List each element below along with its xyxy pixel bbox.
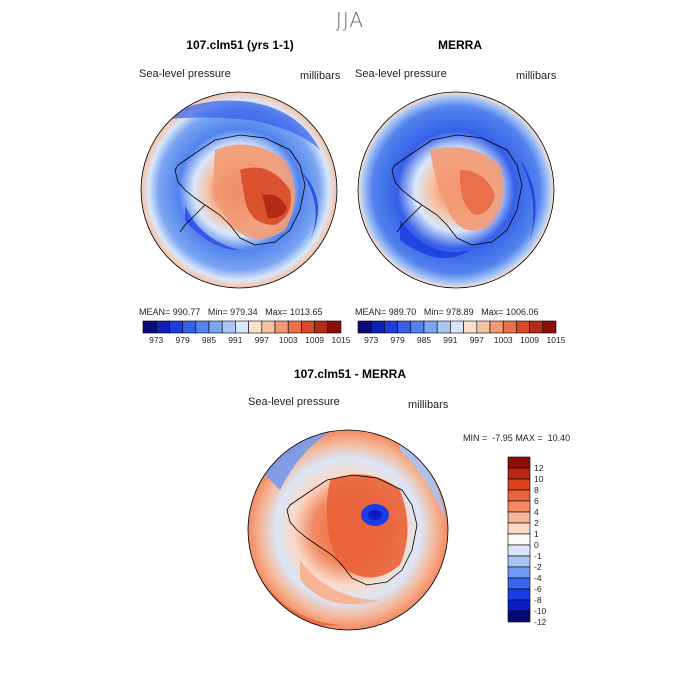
panel3-colorbar-tick-label: -2 xyxy=(534,562,542,572)
panel1-colorbar-tick-label: 985 xyxy=(202,335,216,345)
panel1-colorbar-swatch xyxy=(182,320,197,334)
panel1-colorbar-swatch xyxy=(287,320,302,334)
panel1-variable: Sea-level pressure xyxy=(139,68,231,80)
panel3-colorbar-tick-label: 8 xyxy=(534,485,539,495)
panel1-colorbar-swatch xyxy=(155,320,170,334)
panel3-colorbar-tick-label: -12 xyxy=(534,617,547,627)
panel3-colorbar-swatch xyxy=(507,599,531,612)
panel2-colorbar-tick-label: 979 xyxy=(391,335,405,345)
panel1-title: 107.clm51 (yrs 1-1) xyxy=(186,38,294,52)
panel2-colorbar-swatch xyxy=(370,320,385,334)
panel2-colorbar-swatch xyxy=(502,320,517,334)
panel1-colorbar-swatch xyxy=(248,320,263,334)
panel2-colorbar-swatch xyxy=(529,320,544,334)
panel2-colorbar-tick-label: 1009 xyxy=(520,335,539,345)
panel1-map xyxy=(140,91,338,289)
panel2-colorbar: 973 979 985 991 997 1003 1009 1015 xyxy=(357,320,566,345)
panel1-colorbar: 973 979 985 991 997 1003 1009 1015 xyxy=(142,320,351,345)
panel1-colorbar-tick-label: 1009 xyxy=(305,335,324,345)
panel1-colorbar-tick-label: 991 xyxy=(228,335,242,345)
panel3-colorbar-swatch xyxy=(507,489,531,502)
panel2-colorbar-tick-label: 991 xyxy=(443,335,457,345)
panel3-colorbar-tick-label: -6 xyxy=(534,584,542,594)
panel1-colorbar-tick-label: 973 xyxy=(149,335,163,345)
panel1-colorbar-swatch xyxy=(314,320,329,334)
panel2-colorbar-swatch xyxy=(489,320,504,334)
panel1-colorbar-swatch xyxy=(169,320,183,334)
panel2-stats: MEAN= 989.70 Min= 978.89 Max= 1006.06 xyxy=(355,307,539,317)
panel2-colorbar-tick-label: 973 xyxy=(364,335,378,345)
panel3-colorbar-swatch xyxy=(507,555,531,568)
panel1-colorbar-tick-label: 997 xyxy=(255,335,269,345)
panel2-colorbar-swatch xyxy=(384,320,398,334)
panel1-colorbar-swatch xyxy=(195,320,210,334)
panel3-map xyxy=(247,429,449,631)
panel1-units: millibars xyxy=(300,70,341,82)
panel2-colorbar-swatch xyxy=(476,320,491,334)
panel2-colorbar-swatch xyxy=(450,320,464,334)
panel1-colorbar-swatch xyxy=(235,320,249,334)
panel3-colorbar-swatch xyxy=(507,478,531,491)
panel2-units: millibars xyxy=(516,70,557,82)
panel2-variable: Sea-level pressure xyxy=(355,68,447,80)
panel2-colorbar-swatch xyxy=(463,320,478,334)
panel3-colorbar-swatch xyxy=(507,566,531,579)
panel3-colorbar-tick-label: -1 xyxy=(534,551,542,561)
panel3-colorbar-tick-label: -10 xyxy=(534,606,547,616)
panel1-colorbar-swatch xyxy=(221,320,236,334)
panel3-colorbar-tick-label: 12 xyxy=(534,463,544,473)
panel1-colorbar-swatch xyxy=(261,320,276,334)
panel1-colorbar-swatch xyxy=(142,320,157,334)
panel3-colorbar-tick-label: -4 xyxy=(534,573,542,583)
panel3-colorbar-tick-label: -8 xyxy=(534,595,542,605)
panel1-colorbar-swatch xyxy=(274,320,289,334)
panel2-colorbar-swatch xyxy=(423,320,438,334)
main-title: JJA xyxy=(335,8,365,32)
panel2-colorbar-tick-label: 1003 xyxy=(494,335,513,345)
panel3-colorbar-swatch xyxy=(507,522,531,535)
panel1-colorbar-tick-label: 1003 xyxy=(279,335,298,345)
panel3-colorbar-swatch xyxy=(507,467,531,480)
panel3-colorbar-swatch xyxy=(507,511,531,524)
panel3-stats: MIN = -7.95 MAX = 10.40 xyxy=(463,433,571,443)
panel1-colorbar-tick-label: 1015 xyxy=(332,335,351,345)
panel3-colorbar-tick-label: 10 xyxy=(534,474,544,484)
panel2-colorbar-swatch xyxy=(516,320,530,334)
panel1-colorbar-swatch xyxy=(208,320,223,334)
panel1-colorbar-swatch xyxy=(301,320,315,334)
panel3-colorbar-tick-label: 6 xyxy=(534,496,539,506)
panel3-colorbar-tick-label: 4 xyxy=(534,507,539,517)
panel3-colorbar-swatch xyxy=(507,500,531,513)
panel3-colorbar-tick-label: 2 xyxy=(534,518,539,528)
panel1-colorbar-tick-label: 979 xyxy=(176,335,190,345)
panel2-colorbar-swatch xyxy=(397,320,412,334)
panel3-colorbar-swatch xyxy=(507,544,531,557)
panel2-title: MERRA xyxy=(438,38,482,52)
panel2-colorbar-tick-label: 1015 xyxy=(547,335,566,345)
panel3-colorbar-tick-label: 1 xyxy=(534,529,539,539)
panel2-colorbar-tick-label: 997 xyxy=(470,335,484,345)
panel1-colorbar-swatch xyxy=(327,320,342,334)
panel2-colorbar-swatch xyxy=(410,320,425,334)
panel2-colorbar-tick-label: 985 xyxy=(417,335,431,345)
panel3-units: millibars xyxy=(408,399,449,411)
panel2-colorbar-swatch xyxy=(357,320,372,334)
panel2-colorbar-swatch xyxy=(542,320,557,334)
panel3-variable: Sea-level pressure xyxy=(248,396,340,408)
panel3-colorbar-swatch xyxy=(507,577,531,590)
panel3-colorbar-swatch xyxy=(507,588,531,601)
panel3-title: 107.clm51 - MERRA xyxy=(293,367,407,381)
panel2-map xyxy=(357,91,555,289)
panel3-colorbar-swatch xyxy=(507,610,531,623)
panel3-colorbar-tick-label: 0 xyxy=(534,540,539,550)
panel1-stats: MEAN= 990.77 Min= 979.34 Max= 1013.65 xyxy=(139,307,323,317)
panel3-colorbar-swatch xyxy=(507,533,531,546)
panel3-colorbar-swatch xyxy=(507,456,531,469)
panel2-colorbar-swatch xyxy=(436,320,451,334)
